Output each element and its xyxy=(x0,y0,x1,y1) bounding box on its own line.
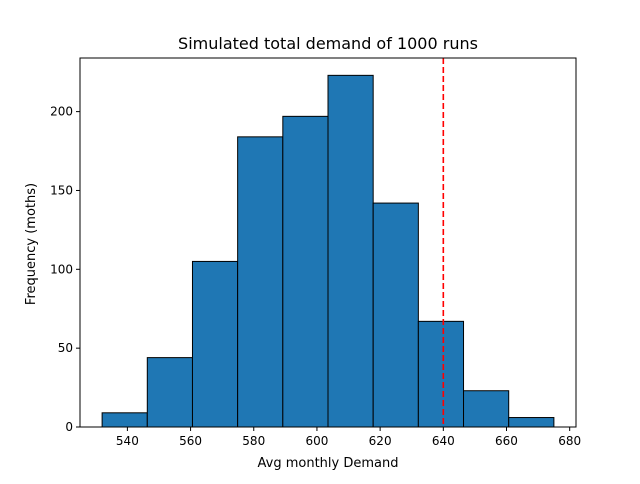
histogram-bar-10 xyxy=(508,417,555,428)
histogram-bar-5 xyxy=(282,115,329,428)
y-tick-label: 0 xyxy=(65,420,73,434)
x-axis-ticks: 540 560 580 600 620 640 660 680 xyxy=(116,427,581,448)
y-axis-ticks: 0 50 100 150 200 xyxy=(50,105,80,434)
y-axis-label: Frequency (moths) xyxy=(24,183,39,305)
x-tick-label: 620 xyxy=(369,434,392,448)
y-tick-label: 200 xyxy=(50,105,73,119)
histogram-bar-2 xyxy=(146,357,193,428)
x-tick-label: 640 xyxy=(432,434,455,448)
x-tick-label: 660 xyxy=(495,434,518,448)
histogram-bar-8 xyxy=(417,320,465,428)
histogram-bar-4 xyxy=(237,136,284,428)
histogram-bar-1 xyxy=(101,412,148,428)
x-axis-label: Avg monthly Demand xyxy=(258,456,399,471)
x-tick-label: 560 xyxy=(179,434,202,448)
x-tick-label: 540 xyxy=(116,434,139,448)
x-tick-label: 580 xyxy=(242,434,265,448)
histogram-bar-7 xyxy=(372,202,419,428)
x-tick-label: 600 xyxy=(305,434,328,448)
bars-group xyxy=(101,74,555,428)
y-tick-label: 150 xyxy=(50,183,73,197)
histogram-bar-3 xyxy=(191,260,239,428)
histogram-bar-9 xyxy=(463,390,510,428)
y-tick-label: 50 xyxy=(58,341,73,355)
plot-frame xyxy=(79,57,577,428)
x-tick-label: 680 xyxy=(558,434,581,448)
histogram-bar-6 xyxy=(327,74,374,428)
y-tick-label: 100 xyxy=(50,262,73,276)
chart-title: Simulated total demand of 1000 runs xyxy=(178,34,478,53)
